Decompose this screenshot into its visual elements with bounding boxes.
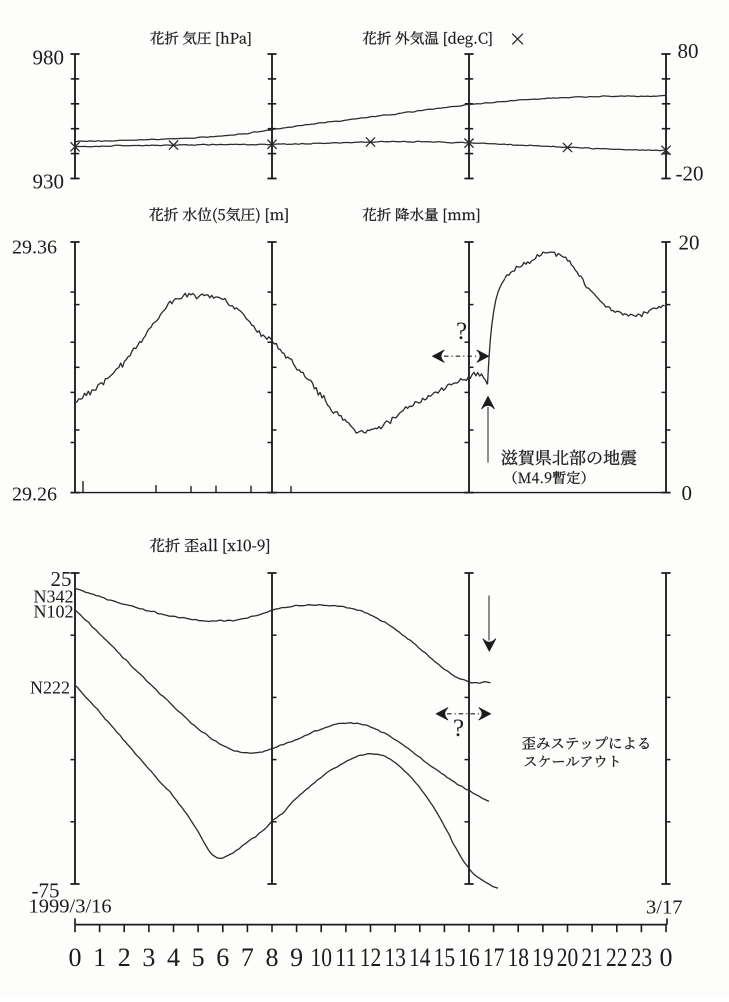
svg-text:15: 15 <box>434 943 456 972</box>
svg-text:80: 80 <box>678 39 699 63</box>
svg-text:?: ? <box>453 715 464 742</box>
svg-text:6: 6 <box>216 943 229 972</box>
svg-text:930: 930 <box>33 170 65 194</box>
svg-text:29.36: 29.36 <box>12 237 57 259</box>
svg-text:N342: N342 <box>34 587 74 607</box>
svg-text:1: 1 <box>93 943 106 972</box>
svg-text:16: 16 <box>458 943 480 972</box>
svg-text:1999/3/16: 1999/3/16 <box>29 896 112 918</box>
svg-text:17: 17 <box>483 943 505 972</box>
svg-text:N102: N102 <box>34 602 74 622</box>
svg-text:980: 980 <box>33 46 65 70</box>
svg-text:8: 8 <box>266 943 279 972</box>
svg-text:22: 22 <box>606 943 628 972</box>
svg-text:5: 5 <box>192 943 205 972</box>
svg-text:12: 12 <box>360 943 382 972</box>
svg-text:13: 13 <box>384 943 406 972</box>
svg-text:20: 20 <box>679 231 700 255</box>
svg-text:0: 0 <box>69 943 82 972</box>
svg-text:10: 10 <box>310 943 332 972</box>
svg-text:N222: N222 <box>30 678 70 698</box>
svg-text:0: 0 <box>682 481 693 505</box>
svg-text:14: 14 <box>409 943 431 972</box>
svg-text:-75: -75 <box>32 879 60 903</box>
svg-text:20: 20 <box>557 943 579 972</box>
svg-text:18: 18 <box>507 943 529 972</box>
svg-text:-20: -20 <box>676 162 704 186</box>
svg-text:23: 23 <box>631 943 653 972</box>
svg-text:3/17: 3/17 <box>646 897 682 919</box>
svg-text:4: 4 <box>167 943 180 972</box>
svg-text:19: 19 <box>532 943 554 972</box>
svg-text:11: 11 <box>335 943 357 972</box>
svg-text:25: 25 <box>51 567 72 591</box>
svg-text:2: 2 <box>118 943 131 972</box>
svg-text:29.26: 29.26 <box>12 484 57 506</box>
svg-text:0: 0 <box>660 943 673 972</box>
svg-text:3: 3 <box>142 943 155 972</box>
svg-text:?: ? <box>456 318 467 345</box>
svg-text:9: 9 <box>290 943 303 972</box>
svg-text:21: 21 <box>581 943 603 972</box>
svg-text:7: 7 <box>241 943 254 972</box>
